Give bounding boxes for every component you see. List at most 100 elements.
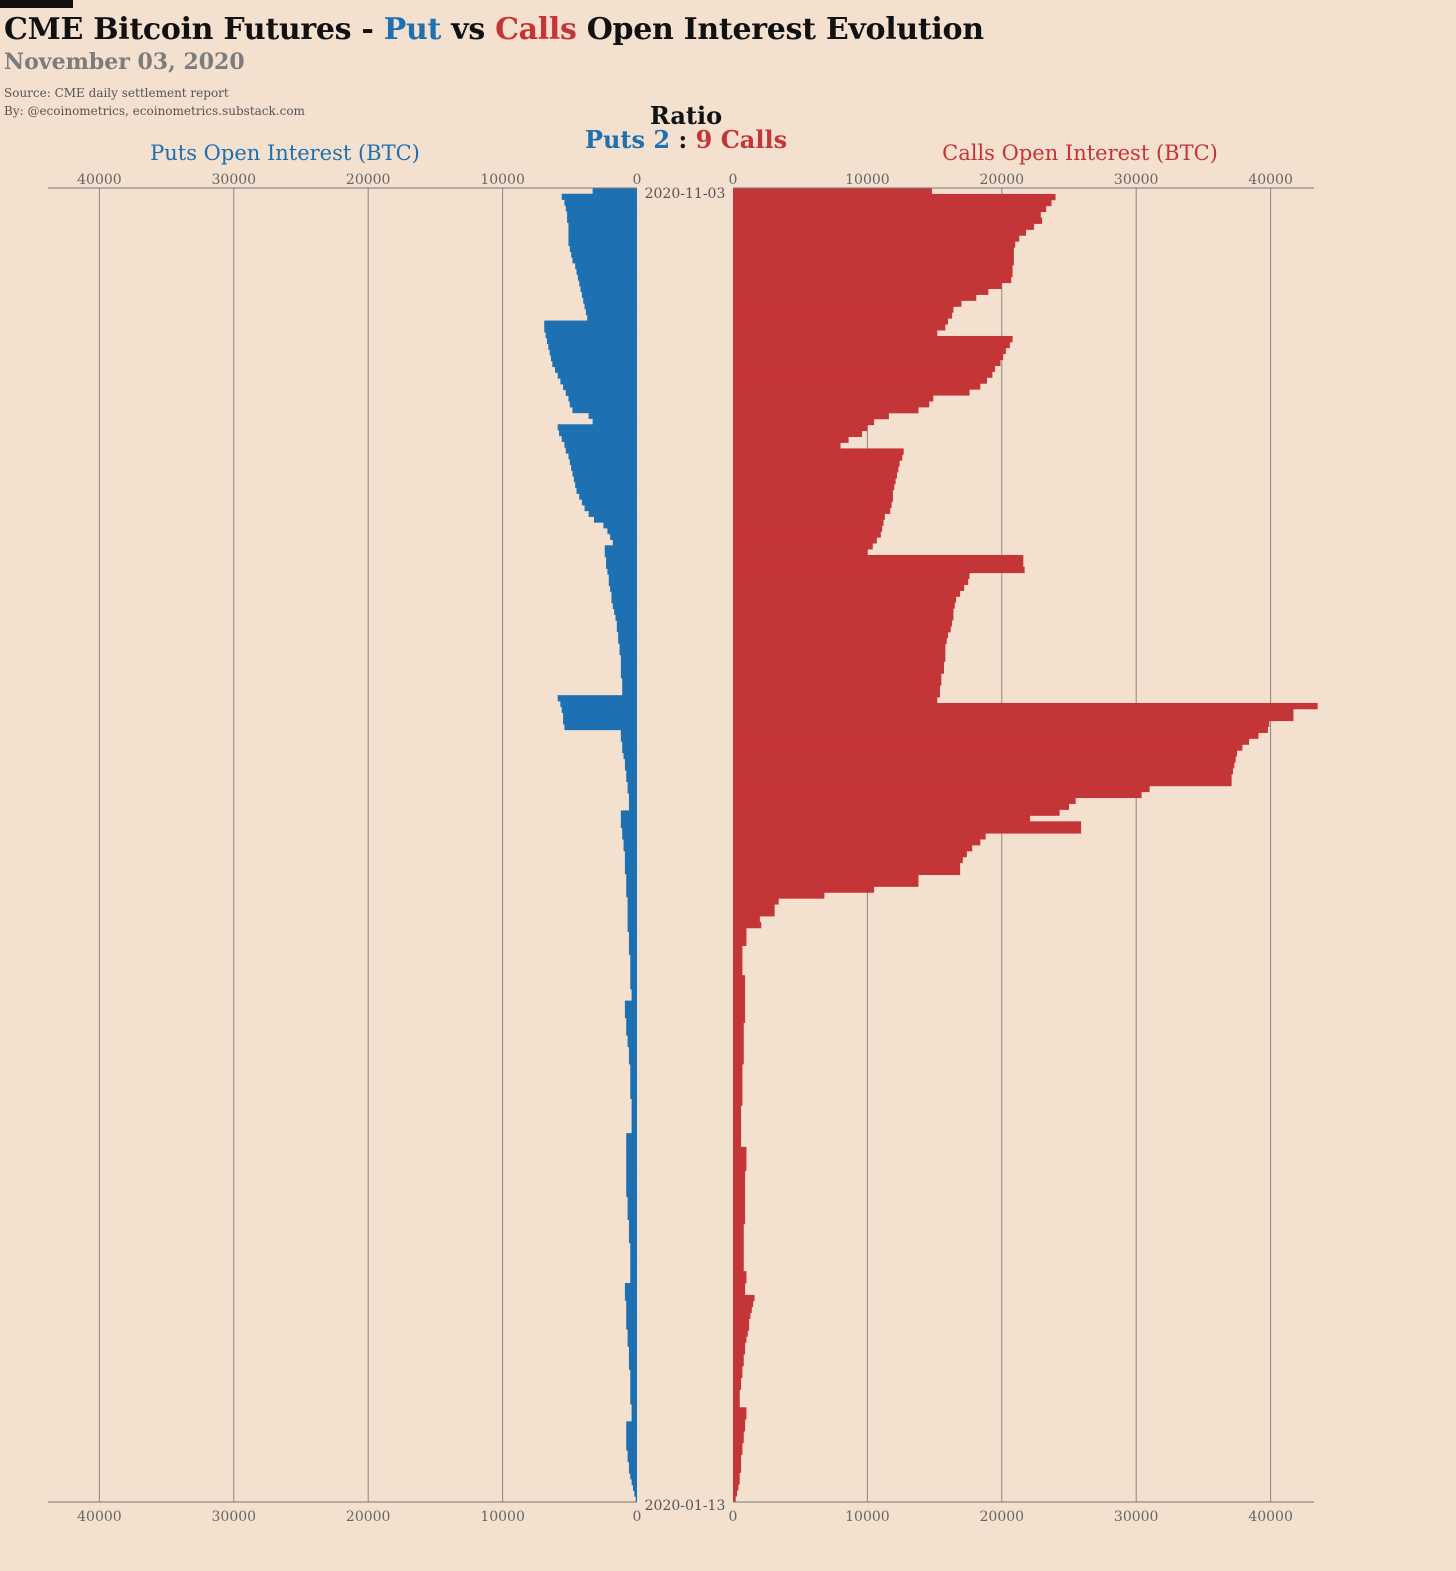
calls-bar [733,685,940,692]
calls-bar [733,1484,739,1491]
calls-bar [733,1211,746,1219]
puts-bar [626,1311,637,1318]
calls-bar [733,412,889,420]
puts-bar [627,1340,637,1347]
puts-bar [563,712,637,719]
calls-bar [733,868,961,875]
puts-bar [622,677,637,685]
puts-bar [622,827,637,834]
puts-bar [630,1473,637,1480]
puts-bar [624,850,637,857]
puts-bar [624,856,637,863]
calls-bar [733,649,946,656]
calls-tick-label-bottom: 10000 [845,1509,890,1525]
calls-bar [733,898,779,905]
calls-bar [733,199,1052,207]
puts-bar [626,1161,637,1169]
calls-bar [733,247,1014,254]
calls-bar [733,880,919,887]
calls-bar [733,892,825,899]
puts-bar [610,533,637,540]
puts-bar [624,758,637,765]
calls-bar [733,306,954,313]
calls-bar [733,1478,740,1485]
puts-bar [626,1306,637,1313]
puts-bar [576,268,637,275]
calls-bar [733,1206,746,1213]
puts-bar [624,1000,637,1007]
puts-tick-label-bottom: 20000 [346,1509,391,1525]
calls-bar [733,1099,743,1106]
puts-bar [618,631,637,638]
puts-bar [628,931,637,938]
puts-bar [628,1357,637,1365]
calls-bar [733,862,961,870]
calls-bar [733,312,953,319]
puts-bar [564,199,637,206]
calls-bar [733,483,895,491]
puts-bar [584,303,637,310]
puts-bar [631,1115,637,1123]
calls-bar [733,1040,744,1047]
calls-bar [733,353,1004,361]
puts-bar [622,747,637,754]
puts-bar [628,793,637,800]
calls-bar [733,756,1236,763]
calls-bar [733,513,885,520]
puts-bar [622,833,637,840]
puts-bar [626,1317,637,1324]
puts-bar [557,695,637,702]
calls-bar [733,566,1025,574]
puts-bar [572,257,637,264]
puts-bar [579,280,637,287]
puts-tick-label-top: 40000 [77,172,122,188]
calls-bar [733,1058,744,1065]
puts-bar [631,1415,637,1422]
calls-bar [733,389,970,396]
calls-bar [733,1188,746,1195]
calls-bar [733,833,986,840]
calls-bar [733,448,904,455]
calls-bar [733,815,1031,822]
puts-bar [567,216,637,223]
puts-bar [628,1225,637,1232]
puts-bar [579,493,637,500]
calls-tick-label-bottom: 20000 [980,1509,1025,1525]
puts-bar [627,914,637,921]
calls-bar [733,1383,742,1390]
puts-bar [624,1283,637,1290]
puts-bar [569,245,637,252]
calls-bar [733,856,963,864]
puts-bar [623,839,637,846]
calls-bar [733,1336,747,1343]
puts-bar [630,1369,637,1376]
puts-bar [628,937,637,944]
puts-bar [593,516,637,523]
puts-bar [630,1398,637,1405]
calls-bar [733,750,1237,757]
calls-bar [733,478,896,485]
ratio-separator: : [678,125,688,154]
puts-bar [626,1432,637,1439]
calls-bar [733,554,1024,562]
puts-bar [630,983,637,990]
puts-bar [632,1484,637,1491]
puts-bar [568,395,637,402]
puts-bar [568,228,637,235]
calls-bar [733,827,1082,834]
calls-bar [733,1265,744,1272]
calls-bar [733,839,981,846]
title-puts-word: Put [383,12,442,47]
puts-bar [630,1087,637,1094]
calls-bar [733,744,1243,751]
puts-bar [615,614,637,621]
calls-bar [733,501,892,509]
puts-bar [630,1271,637,1278]
top-accent-bar [0,0,73,8]
calls-bar [733,531,881,538]
puts-bar [568,453,637,460]
calls-bar [733,714,1294,722]
calls-bar [733,874,919,881]
puts-bar [626,1150,637,1157]
calls-bar [733,1194,746,1201]
